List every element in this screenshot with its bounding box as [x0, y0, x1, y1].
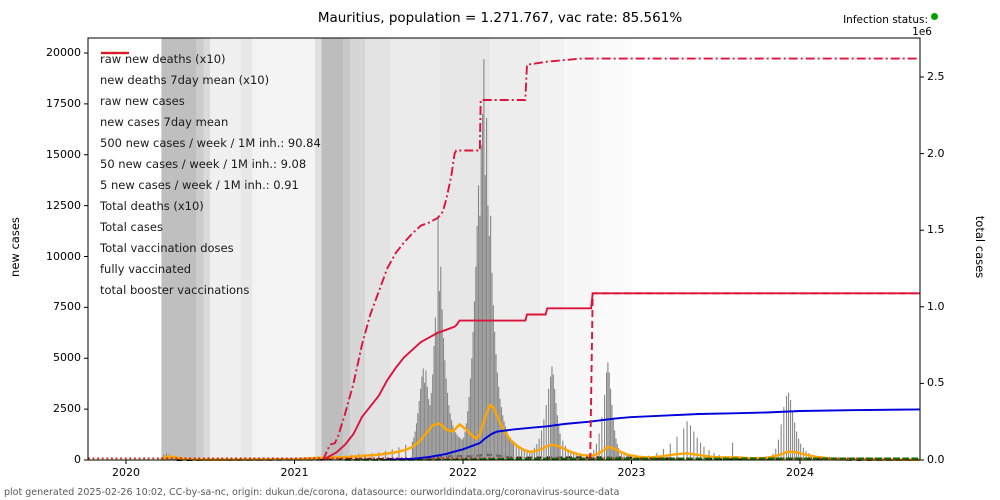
stringency-band — [196, 38, 204, 460]
x-axis-tick-label: 2022 — [449, 466, 477, 479]
x-axis-tick-label: 2020 — [112, 466, 140, 479]
legend-item: fully vaccinated — [100, 52, 321, 279]
stringency-band — [252, 38, 315, 460]
legend-item-label: new cases 7day mean — [100, 114, 229, 129]
x-axis-tick-label: 2024 — [786, 466, 814, 479]
right-axis-tick-label: 2.0 — [927, 146, 945, 160]
left-axis-tick-label: 17500 — [46, 96, 81, 110]
stringency-band — [343, 38, 351, 460]
stringency-band — [631, 38, 922, 460]
legend-item-label: new deaths 7day mean (x10) — [100, 72, 270, 87]
series-total-booster-vaccinations — [589, 292, 920, 461]
left-axis-label: new cases — [8, 217, 22, 277]
stringency-band — [314, 38, 322, 460]
left-axis-tick-label: 2500 — [53, 402, 81, 416]
legend-item: total booster vaccinations — [100, 52, 321, 300]
plot-border — [87, 37, 921, 461]
legend-item: new deaths 7day mean (x10) — [100, 51, 321, 90]
stringency-band — [350, 38, 366, 460]
infection-status-label: Infection status: — [843, 14, 928, 26]
x-axis-tick-label: 2021 — [280, 466, 309, 479]
series-total-cases — [387, 408, 920, 461]
stringency-band — [203, 38, 211, 460]
stringency-band — [88, 38, 162, 460]
legend: raw new deaths (x10) new deaths 7day mean… — [100, 48, 321, 300]
legend-item: 500 new cases / week / 1M inh.: 90.84 — [100, 52, 321, 153]
right-axis-tick-label: 1.5 — [927, 223, 945, 237]
legend-item-label: Total cases — [100, 219, 163, 234]
right-axis-tick-label: 0.0 — [927, 453, 945, 466]
stringency-band — [321, 38, 344, 460]
left-axis-tick-label: 0 — [74, 453, 81, 466]
legend-item: raw new deaths (x10) — [100, 48, 321, 69]
right-axis-label: total cases — [973, 215, 987, 279]
x-axis-tick-label: 2023 — [617, 466, 646, 479]
left-axis-tick-label: 15000 — [46, 147, 81, 161]
stringency-band — [210, 38, 241, 460]
legend-item-label: Total deaths (x10) — [100, 198, 204, 213]
legend-item-label: raw new cases — [100, 93, 185, 108]
legend-sample-line — [101, 52, 129, 54]
legend-item: new cases 7day mean — [100, 51, 321, 132]
legend-item: Total deaths (x10) — [100, 52, 321, 216]
series-fully-vaccinated — [322, 292, 920, 461]
stringency-band — [599, 38, 632, 460]
background-bands — [88, 38, 922, 460]
left-axis-tick-label: 12500 — [46, 198, 81, 212]
right-axis-tick-label: 1.0 — [927, 299, 945, 313]
right-axis-multiplier: 1e6 — [912, 26, 932, 38]
legend-item-label: total booster vaccinations — [100, 282, 250, 297]
right-axis-tick-label: 2.5 — [927, 70, 945, 83]
legend-item: 50 new cases / week / 1M inh.: 9.08 — [100, 52, 321, 174]
legend-item-label: 5 new cases / week / 1M inh.: 0.91 — [100, 177, 299, 192]
legend-item-label: Total vaccination doses — [100, 240, 234, 255]
left-axis-tick-label: 7500 — [53, 300, 81, 314]
infection-status-dot — [931, 13, 938, 20]
right-axis-tick-label: 0.5 — [927, 376, 945, 390]
left-axis-tick-label: 10000 — [46, 249, 81, 263]
chart-title: Mauritius, population = 1.271.767, vac r… — [317, 10, 683, 26]
stringency-band — [564, 38, 600, 460]
left-axis-tick-label: 5000 — [53, 351, 81, 365]
stringency-band — [240, 38, 253, 460]
footer-credit: plot generated 2025-02-26 10:02, CC-by-s… — [4, 487, 620, 498]
legend-item-label: 500 new cases / week / 1M inh.: 90.84 — [100, 135, 321, 150]
legend-item: Total vaccination doses — [100, 52, 321, 258]
legend-item-label: fully vaccinated — [100, 261, 192, 276]
legend-item: raw new cases — [100, 52, 321, 111]
legend-item: 5 new cases / week / 1M inh.: 0.91 — [100, 52, 321, 195]
stringency-band — [161, 38, 197, 460]
legend-item-label: 50 new cases / week / 1M inh.: 9.08 — [100, 156, 307, 171]
legend-item-label: raw new deaths (x10) — [100, 51, 226, 66]
stringency-band — [540, 38, 565, 460]
legend-item: Total cases — [100, 52, 321, 237]
stringency-band — [365, 38, 391, 460]
left-axis-tick-label: 20000 — [46, 46, 81, 59]
